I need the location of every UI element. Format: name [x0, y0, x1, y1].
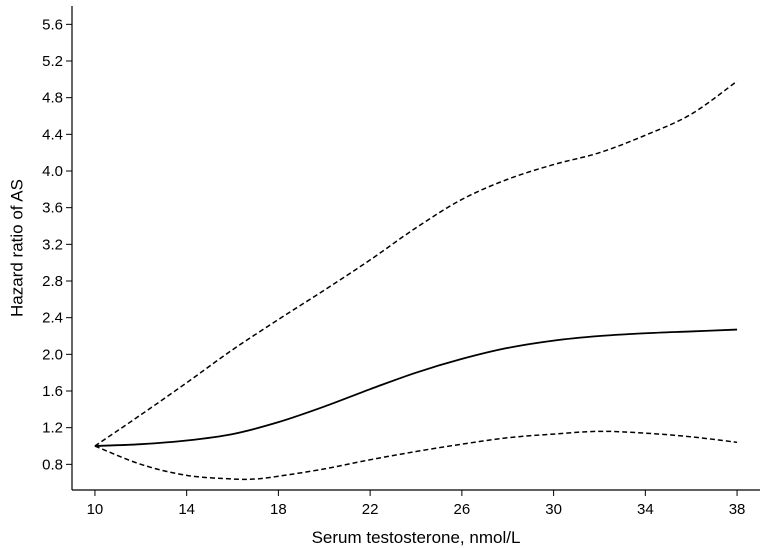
y-tick-label: 3.6 — [42, 200, 63, 217]
y-tick-label: 2.0 — [42, 346, 63, 363]
y-tick-label: 5.6 — [42, 16, 63, 33]
y-tick-label: 2.8 — [42, 273, 63, 290]
y-tick-label: 0.8 — [42, 456, 63, 473]
x-tick-label: 14 — [178, 501, 195, 518]
y-tick-label: 5.2 — [42, 53, 63, 70]
x-axis-title: Serum testosterone, nmol/L — [312, 528, 521, 547]
x-tick-label: 10 — [87, 501, 104, 518]
y-tick-label: 1.6 — [42, 383, 63, 400]
y-axis-title: Hazard ratio of AS — [7, 179, 26, 317]
axes: 0.8 1.2 1.6 2.0 2.4 2.8 3.2 3.6 4.0 4.4 4.8 5.2 5.6 1… — [42, 6, 760, 518]
x-tick-label: 30 — [545, 501, 562, 518]
x-tick-label: 18 — [270, 501, 287, 518]
x-tick-label: 34 — [637, 501, 654, 518]
y-tick-label: 4.4 — [42, 126, 63, 143]
x-tick-label: 22 — [362, 501, 379, 518]
series-layer — [94, 80, 738, 481]
hazard-ratio-line — [94, 328, 738, 447]
lower-ci-line — [94, 430, 738, 481]
y-tick-label: 4.8 — [42, 90, 63, 107]
y-tick-label: 4.0 — [42, 163, 63, 180]
x-tick-label: 26 — [454, 501, 471, 518]
y-tick-label: 1.2 — [42, 420, 63, 437]
y-tick-label: 3.2 — [42, 236, 63, 253]
upper-ci-line — [94, 80, 738, 447]
y-tick-label: 2.4 — [42, 310, 63, 327]
x-tick-label: 38 — [729, 501, 746, 518]
